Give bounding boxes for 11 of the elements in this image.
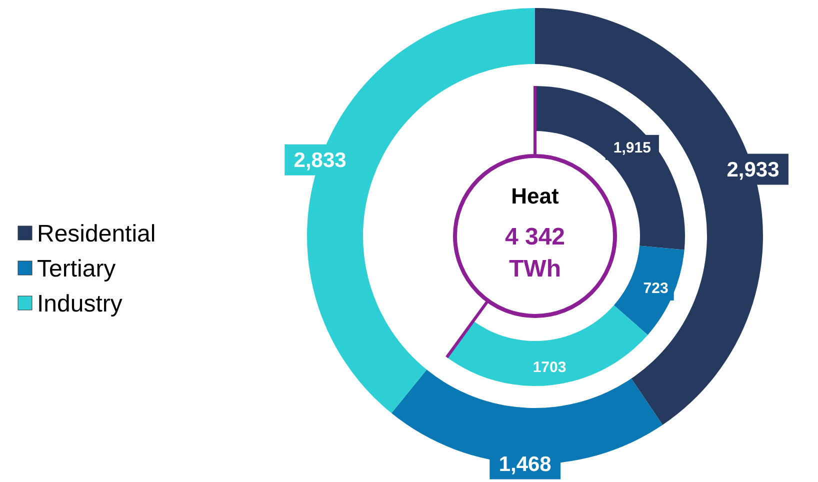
data-label: 1703 <box>532 358 566 376</box>
data-label: 1,468 <box>498 453 552 476</box>
legend-label: Tertiary <box>37 255 116 282</box>
data-label: 2,933 <box>726 158 780 182</box>
legend-label: Industry <box>37 290 122 318</box>
data-label: 723 <box>643 280 668 298</box>
data-label: 1,915 <box>613 140 651 157</box>
text: Heat <box>511 184 560 209</box>
data-label: 2,833 <box>294 149 346 172</box>
text: 4 342 TWh <box>504 223 566 282</box>
legend-label: Residential <box>37 220 156 248</box>
